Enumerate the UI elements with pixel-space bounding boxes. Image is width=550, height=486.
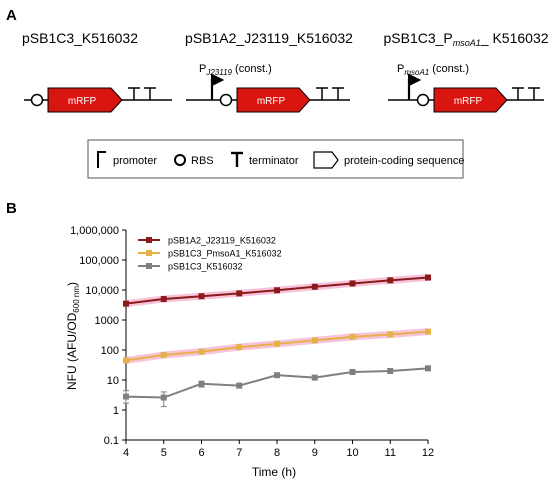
x-tick-label: 6 — [198, 447, 204, 459]
data-point — [274, 340, 280, 347]
legend-marker — [146, 263, 152, 269]
gene-label-1: mRFP — [68, 96, 97, 107]
data-point — [274, 287, 280, 294]
terminator-legend-icon — [231, 151, 243, 167]
y-tick-label: 10,000 — [85, 285, 119, 297]
data-point — [123, 300, 129, 307]
y-tick-label: 100,000 — [79, 255, 119, 267]
data-point — [160, 352, 167, 359]
gene-label-2: mRFP — [257, 96, 286, 107]
terminator-icon — [316, 87, 344, 100]
data-point — [160, 394, 167, 401]
y-tick-label: 10 — [107, 375, 119, 387]
cds-mrfp-2 — [236, 87, 311, 113]
construct-2-diagram: PJ23119 (const.) mRFP — [186, 63, 350, 113]
gene-label-3: mRFP — [454, 96, 483, 107]
panel-a-label: A — [6, 7, 17, 24]
data-point — [123, 393, 129, 400]
promoter-2-label: PJ23119 (const.) — [199, 63, 272, 77]
data-point — [274, 372, 280, 379]
x-axis-label: Time (h) — [252, 465, 296, 479]
data-point — [349, 280, 356, 287]
data-point — [387, 331, 394, 338]
x-tick-label: 11 — [385, 447, 396, 459]
construct-1-title: pSB1C3_K516032 — [22, 30, 138, 46]
y-tick-label: 1,000,000 — [70, 225, 119, 237]
rbs-icon — [30, 93, 44, 107]
terminator-icon — [128, 87, 156, 100]
x-tick-label: 5 — [161, 447, 167, 459]
x-tick-label: 8 — [274, 447, 280, 459]
data-point — [425, 365, 431, 372]
chart-area: 0.1 1 10 100 1000 10,000 100,000 1,000,000 4 5 6 7 8… — [70, 225, 434, 459]
x-tick-label: 10 — [346, 447, 358, 459]
legend-cds-label: protein-coding sequence — [344, 155, 464, 167]
construct-1-diagram: mRFP — [24, 87, 172, 113]
data-point — [160, 296, 167, 303]
panel-b-label: B — [6, 200, 17, 217]
data-point — [425, 274, 431, 281]
rbs-icon — [219, 93, 233, 107]
promoter-legend-icon — [97, 151, 106, 168]
y-axis-label: NFU (AFU/OD600 nm) — [65, 282, 81, 390]
data-point — [198, 348, 205, 355]
data-point — [198, 380, 205, 387]
legend-label: pSB1C3_PmsoA1_K516032 — [168, 249, 282, 259]
data-point — [311, 337, 318, 344]
data-point — [387, 277, 394, 284]
data-point — [236, 382, 243, 389]
data-point — [311, 283, 318, 290]
construct-2-title: pSB1A2_J23119_K516032 — [185, 30, 353, 46]
parts-legend: promoter RBS terminator protein-coding s… — [87, 139, 464, 179]
construct-3-diagram: PmsoA1 (const.) mRFP — [388, 63, 544, 113]
legend-rbs-label: RBS — [191, 155, 214, 167]
legend-marker — [146, 237, 152, 243]
data-point — [425, 328, 431, 335]
construct-3-title: pSB1C3_PmsoA1_ K516032 — [383, 30, 548, 48]
x-tick-label: 7 — [236, 447, 242, 459]
data-point — [236, 344, 243, 351]
data-point — [349, 333, 356, 340]
legend-promoter-label: promoter — [113, 155, 157, 167]
y-tick-label: 100 — [101, 345, 119, 357]
legend-label: pSB1A2_J23119_K516032 — [168, 236, 276, 246]
data-point — [236, 290, 243, 297]
data-point — [198, 293, 205, 300]
data-point — [387, 367, 394, 374]
legend-terminator-label: terminator — [249, 155, 299, 167]
promoter-3-label: PmsoA1 (const.) — [397, 63, 469, 77]
x-tick-label: 12 — [422, 447, 434, 459]
rbs-legend-icon — [174, 154, 186, 166]
promoter-arrow-icon — [210, 73, 225, 100]
x-tick-label: 4 — [123, 447, 129, 459]
data-point — [311, 374, 318, 381]
data-point — [349, 368, 356, 375]
terminator-icon — [512, 87, 540, 100]
y-tick-label: 1 — [113, 405, 119, 417]
cds-mrfp-1 — [47, 87, 123, 113]
legend-marker — [146, 250, 152, 256]
data-point — [123, 357, 129, 364]
promoter-arrow-icon — [407, 73, 422, 100]
x-tick-label: 9 — [312, 447, 318, 459]
cds-legend-icon — [313, 151, 339, 169]
y-tick-label: 0.1 — [104, 435, 119, 447]
rbs-icon — [416, 93, 430, 107]
legend-label: pSB1C3_K516032 — [168, 262, 243, 272]
y-tick-label: 1000 — [95, 315, 119, 327]
cds-mrfp-3 — [433, 87, 508, 113]
